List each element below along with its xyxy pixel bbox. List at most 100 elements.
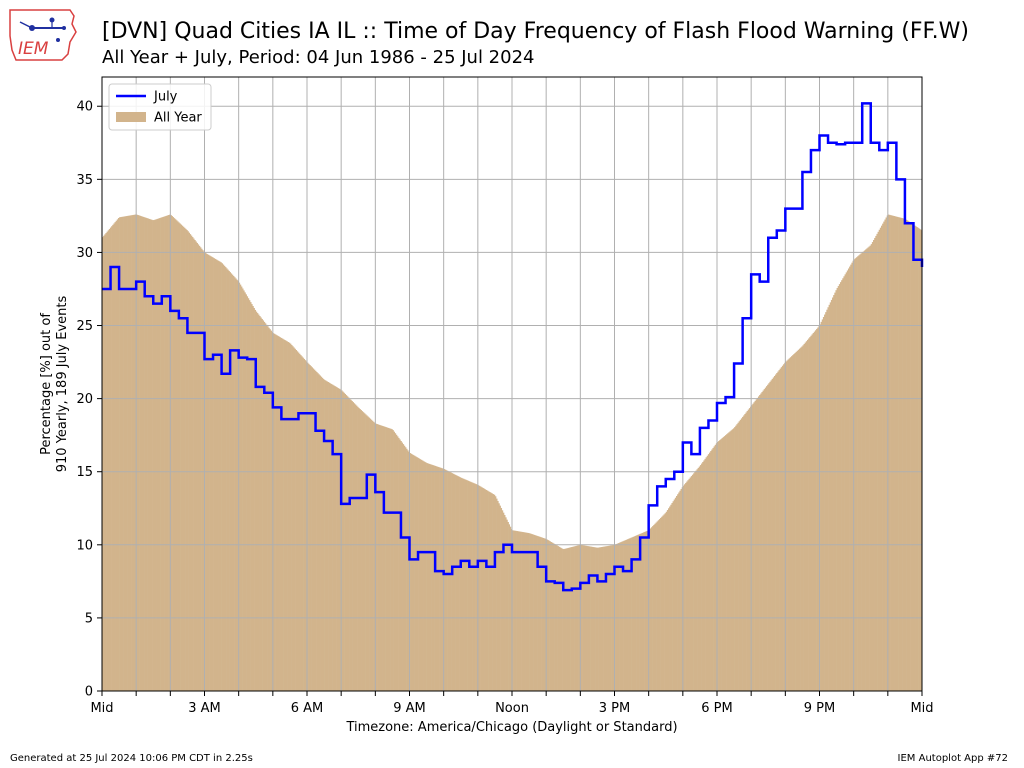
- all-year-bar: [188, 232, 190, 691]
- all-year-bar: [811, 334, 813, 691]
- all-year-bar: [119, 217, 121, 691]
- all-year-bar: [261, 318, 263, 691]
- all-year-bar: [215, 259, 218, 691]
- y-tick-label: 5: [85, 611, 93, 626]
- all-year-bar: [293, 347, 295, 691]
- all-year-bar: [322, 379, 325, 691]
- all-year-bar: [177, 221, 179, 692]
- all-year-bar: [882, 223, 884, 692]
- y-axis-label-line: Percentage [%] out of: [39, 313, 54, 455]
- all-year-bar: [190, 235, 193, 691]
- all-year-bar: [312, 368, 315, 691]
- all-year-bar: [399, 439, 401, 691]
- all-year-bar: [367, 416, 369, 691]
- all-year-bar: [109, 227, 112, 692]
- all-year-bar: [901, 218, 903, 692]
- all-year-bar: [592, 547, 595, 691]
- all-year-bar: [752, 403, 754, 691]
- all-year-bar: [147, 218, 149, 691]
- all-year-bar: [144, 217, 146, 692]
- all-year-bar: [832, 297, 834, 691]
- all-year-bar: [179, 223, 181, 691]
- all-year-bar: [150, 219, 153, 692]
- all-year-bar: [637, 534, 639, 691]
- all-year-bar: [262, 320, 265, 691]
- all-year-bar: [525, 532, 528, 691]
- all-year-bar: [368, 417, 370, 691]
- all-year-bar: [735, 425, 737, 691]
- all-year-bar: [435, 466, 438, 691]
- all-year-bar: [480, 486, 482, 691]
- all-year-bar: [754, 400, 757, 691]
- all-year-bar: [164, 216, 167, 691]
- all-year-bar: [255, 311, 258, 691]
- all-year-bar: [587, 546, 589, 691]
- all-year-bar: [197, 244, 200, 691]
- x-tick-label: Noon: [495, 701, 529, 716]
- all-year-bar: [603, 546, 605, 691]
- all-year-bar: [326, 381, 328, 691]
- all-year-bar: [816, 328, 818, 691]
- all-year-bar: [640, 533, 643, 691]
- y-tick-label: 35: [76, 173, 93, 188]
- all-year-bar: [597, 547, 599, 691]
- all-year-bar: [304, 360, 307, 691]
- all-year-bar: [838, 284, 841, 691]
- all-year-bar: [289, 343, 292, 691]
- all-year-bar: [186, 229, 188, 691]
- all-year-bar: [601, 546, 604, 691]
- all-year-bar: [473, 483, 475, 691]
- all-year-bar: [430, 464, 432, 691]
- all-year-bar: [565, 548, 567, 691]
- all-year-bar: [678, 492, 680, 691]
- all-year-bar: [112, 224, 114, 692]
- all-year-bar: [633, 536, 636, 691]
- all-year-bar: [507, 522, 509, 691]
- all-year-bar: [244, 292, 246, 691]
- all-year-bar: [327, 382, 329, 691]
- all-year-bar: [170, 214, 172, 691]
- all-year-bar: [361, 411, 364, 691]
- all-year-bar: [416, 457, 418, 691]
- x-tick-label: 9 AM: [393, 701, 426, 716]
- all-year-bar: [136, 214, 138, 692]
- all-year-bar: [178, 222, 180, 691]
- all-year-bar: [240, 286, 243, 691]
- all-year-bar: [264, 323, 267, 691]
- all-year-bar: [891, 215, 893, 691]
- all-year-bar: [866, 248, 868, 691]
- all-year-bar: [335, 386, 337, 691]
- all-year-bar: [797, 349, 800, 691]
- all-year-bar: [207, 254, 210, 691]
- all-year-bar: [377, 424, 380, 691]
- all-year-bar: [350, 399, 352, 691]
- all-year-bar: [223, 265, 226, 691]
- all-year-bar: [253, 307, 255, 691]
- all-year-bar: [396, 436, 399, 691]
- all-year-bar: [606, 546, 608, 691]
- all-year-bar: [722, 437, 725, 691]
- all-year-bar: [687, 480, 689, 691]
- all-year-bar: [460, 477, 463, 691]
- all-year-bar: [184, 227, 186, 692]
- all-year-bar: [884, 219, 886, 692]
- all-year-bar: [422, 460, 424, 691]
- all-year-bar: [450, 472, 452, 691]
- all-year-bar: [574, 546, 577, 691]
- all-year-bar: [469, 481, 472, 691]
- all-year-bar: [775, 374, 777, 691]
- all-year-bar: [704, 458, 706, 691]
- all-year-bar: [211, 256, 213, 691]
- all-year-bar: [635, 535, 637, 691]
- all-year-bar: [286, 341, 288, 691]
- all-year-bar: [809, 337, 811, 691]
- all-year-bar: [334, 386, 336, 691]
- all-year-bar: [751, 405, 753, 691]
- all-year-bar: [842, 278, 844, 691]
- all-year-bar: [896, 216, 899, 691]
- all-year-bar: [827, 307, 829, 691]
- all-year-bar: [624, 540, 627, 691]
- all-year-bar: [727, 433, 729, 691]
- all-year-bar: [567, 547, 570, 691]
- all-year-bar: [527, 533, 530, 691]
